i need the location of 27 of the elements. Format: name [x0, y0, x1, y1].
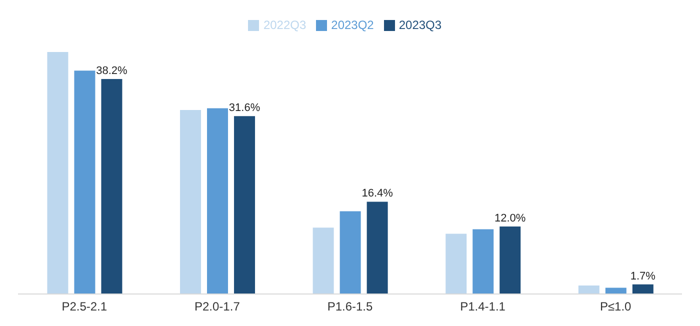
bar [578, 286, 600, 294]
legend-label: 2022Q3 [263, 18, 306, 32]
x-tick-label: P≤1.0 [600, 300, 632, 314]
bar [446, 234, 467, 294]
bar [47, 52, 68, 294]
bar [312, 228, 334, 294]
bar [340, 211, 361, 294]
data-label: 38.2% [96, 65, 128, 78]
data-label: 31.6% [228, 102, 260, 114]
data-label: 12.0% [494, 212, 526, 224]
bar [472, 229, 494, 294]
bar [632, 284, 654, 294]
bar [180, 110, 202, 294]
legend-label: 2023Q3 [398, 18, 442, 32]
x-tick-label: P2.5-2.1 [62, 300, 108, 314]
x-tick-label: P1.4-1.1 [460, 300, 506, 314]
data-label: 1.7% [630, 270, 656, 282]
bar [366, 202, 388, 294]
legend-label: 2023Q2 [331, 18, 374, 32]
bar [101, 79, 122, 294]
data-label: 16.4% [362, 188, 394, 200]
bar [234, 116, 256, 294]
bar [500, 226, 521, 294]
x-tick-label: P2.0-1.7 [194, 300, 240, 314]
bar [74, 70, 96, 294]
bar [207, 108, 228, 294]
x-tick-label: P1.6-1.5 [327, 300, 373, 314]
